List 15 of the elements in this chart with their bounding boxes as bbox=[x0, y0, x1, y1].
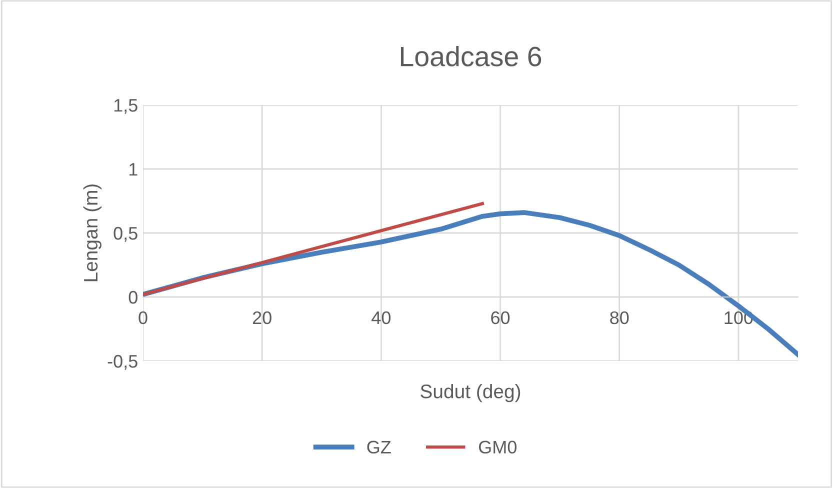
y-tick-label: 1,5 bbox=[114, 99, 138, 114]
y-tick-label: 0,5 bbox=[114, 226, 138, 242]
legend-label: GZ bbox=[367, 440, 391, 454]
y-axis-title: Lengan (m) bbox=[83, 184, 102, 282]
y-tick-label: 0 bbox=[128, 290, 138, 304]
x-tick-label: 80 bbox=[610, 311, 629, 324]
x-tick-label: 20 bbox=[252, 311, 272, 324]
y-tick-label: 1 bbox=[129, 163, 138, 176]
legend-label: GM0 bbox=[478, 440, 517, 454]
x-tick-label: 0 bbox=[138, 311, 148, 324]
x-tick-label: 60 bbox=[491, 311, 510, 324]
x-tick-label: 40 bbox=[372, 311, 391, 324]
y-tick-label: -0,5 bbox=[108, 354, 138, 370]
x-axis-title: Sudut (deg) bbox=[420, 384, 520, 402]
chart-title: Loadcase 6 bbox=[400, 46, 542, 66]
